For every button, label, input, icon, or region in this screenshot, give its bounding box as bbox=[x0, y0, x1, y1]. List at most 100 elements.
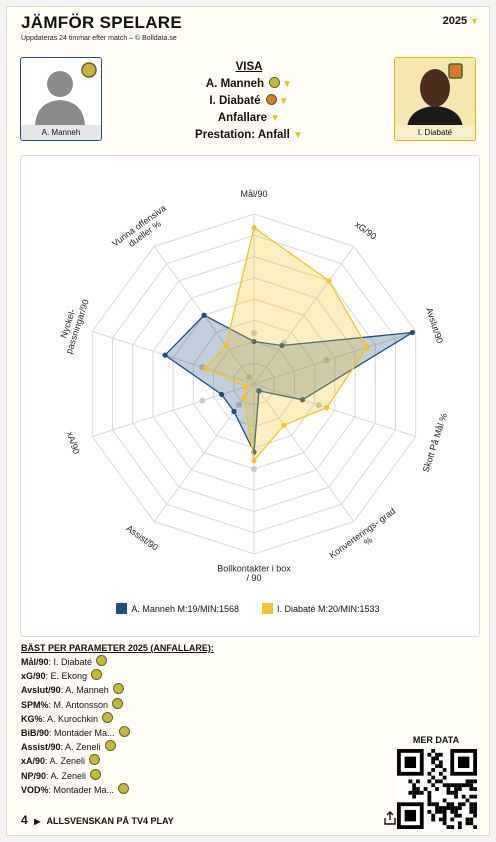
player1-selector-label: A. Manneh bbox=[205, 78, 265, 90]
reference-point bbox=[323, 357, 330, 364]
series-point-2 bbox=[202, 365, 209, 371]
year-label: 2025 bbox=[442, 15, 468, 27]
player-left-name: A. Manneh bbox=[21, 125, 101, 140]
series-point-2 bbox=[364, 344, 370, 350]
legend-label-series2: I. Diabaté M:20/MIN:1533 bbox=[277, 604, 380, 614]
axis-label: Bollkontakter i box/ 90 bbox=[217, 563, 291, 583]
club-badge-icon bbox=[269, 77, 281, 88]
best-row-label: Mål/90 bbox=[21, 657, 49, 667]
series-point-2 bbox=[281, 422, 287, 428]
page-subtitle: Uppdateras 24 timmar efter match – © Bol… bbox=[21, 35, 177, 42]
best-row-player: : A. Zeneli bbox=[46, 770, 87, 781]
grid-spoke bbox=[92, 330, 255, 385]
series-point-2 bbox=[223, 342, 229, 349]
best-row: Assist/90: A. Zeneli bbox=[21, 740, 214, 754]
club-badge-icon bbox=[81, 62, 97, 78]
best-row-player: : A. Zeneli bbox=[60, 742, 101, 753]
club-badge-icon bbox=[118, 782, 130, 794]
axis-label: Mål/90 bbox=[240, 189, 267, 199]
club-badge-icon bbox=[102, 711, 114, 723]
best-row-player: : E. Ekong bbox=[45, 671, 88, 682]
series-point-1 bbox=[279, 342, 285, 349]
series-point-1 bbox=[251, 338, 257, 345]
best-row: Avslut/90: A. Manneh bbox=[21, 683, 214, 697]
best-row-player: : A. Kurochkin bbox=[42, 713, 99, 724]
play-arrow-icon: ▶ bbox=[34, 817, 41, 826]
year-selector[interactable]: 2025 ▼ bbox=[443, 15, 479, 27]
best-row-player: : Montader Ma... bbox=[49, 728, 115, 739]
player1-selector[interactable]: A. Manneh ▼ bbox=[127, 76, 371, 93]
best-row: Mål/90: I. Diabaté bbox=[21, 655, 214, 669]
share-icon[interactable] bbox=[383, 811, 397, 825]
qr-code-icon bbox=[397, 749, 477, 829]
player-compare-card: JÄMFÖR SPELARE Uppdateras 24 timmar efte… bbox=[6, 6, 490, 836]
series-point-1 bbox=[162, 352, 168, 358]
player2-selector-label: I. Diabaté bbox=[209, 95, 261, 107]
player2-selector[interactable]: I. Diabaté ▼ bbox=[127, 93, 371, 110]
player-card-left[interactable]: A. Manneh bbox=[20, 57, 102, 141]
best-row: xG/90: E. Ekong bbox=[21, 669, 214, 683]
best-row: SPM%: M. Antonsson bbox=[21, 697, 214, 712]
axis-label: Vunna offensivadueller % bbox=[110, 203, 174, 257]
best-row-label: Avslut/90 bbox=[21, 685, 61, 696]
page-title: JÄMFÖR SPELARE bbox=[21, 13, 182, 32]
radar-chart: Mål/90 xG/90 Avslut/90 Skott På Mål % Konver… bbox=[58, 189, 449, 583]
dropdown-caret-icon: ▼ bbox=[293, 130, 303, 141]
best-per-parameter: BÄST PER PARAMETER 2025 (ANFALLARE): Mål… bbox=[21, 643, 214, 797]
club-badge-icon bbox=[89, 754, 101, 766]
club-badge-icon bbox=[91, 669, 103, 681]
series-point-2 bbox=[243, 384, 249, 390]
legend-swatch-series2 bbox=[262, 603, 274, 614]
series-point-1 bbox=[299, 397, 306, 403]
best-row: BiB/90: Montader Ma... bbox=[21, 726, 214, 740]
player-card-right[interactable]: I. Diabaté bbox=[394, 57, 476, 141]
club-badge-icon bbox=[96, 655, 108, 666]
axis-label: Assist/90 bbox=[125, 523, 160, 553]
grid-spoke bbox=[253, 383, 416, 438]
grid-spoke bbox=[253, 246, 355, 385]
dropdown-caret-icon: ▼ bbox=[282, 79, 293, 90]
reference-point bbox=[236, 401, 243, 408]
axis-label: xA/90 bbox=[65, 430, 82, 455]
best-row-label: BiB/90 bbox=[21, 728, 50, 739]
reference-point bbox=[251, 330, 257, 336]
dropdown-caret-icon: ▼ bbox=[270, 113, 281, 124]
chart-legend: A. Manneh M:19/MIN:1568 I. Diabaté M:20/… bbox=[7, 603, 489, 614]
series-point-2 bbox=[326, 278, 332, 284]
best-row: NP/90: A. Zeneli bbox=[21, 768, 214, 783]
legend-label-series1: A. Manneh M:19/MIN:1568 bbox=[131, 604, 239, 614]
dropdown-caret-icon: ▼ bbox=[470, 16, 479, 26]
tv4-logo: 4 bbox=[21, 813, 28, 827]
series-point-2 bbox=[251, 457, 257, 464]
footer-text: ALLSVENSKAN PÅ TV4 PLAY bbox=[46, 816, 174, 826]
qr-code[interactable] bbox=[397, 749, 477, 829]
best-row-label: Assist/90 bbox=[21, 742, 61, 753]
best-row-player: : Montader Ma... bbox=[48, 784, 115, 795]
more-data-label: MER DATA bbox=[412, 735, 460, 745]
series-point-1 bbox=[219, 391, 225, 398]
best-row-label: SPM% bbox=[21, 699, 49, 710]
axis-label: Avslut/90 bbox=[424, 306, 445, 344]
legend-swatch-series1 bbox=[116, 603, 128, 614]
club-badge-icon bbox=[265, 94, 277, 105]
best-row: KG%: A. Kurochkin bbox=[21, 711, 214, 726]
best-row-label: NP/90 bbox=[21, 770, 47, 781]
series-point-1 bbox=[231, 408, 237, 415]
visa-heading: VISA bbox=[235, 61, 263, 73]
axis-label: Konverterings- grad% bbox=[327, 506, 403, 569]
series-point-2 bbox=[251, 225, 257, 231]
player-photo-icon bbox=[395, 58, 475, 128]
best-row-player: : M. Antonsson bbox=[48, 699, 109, 710]
reference-point bbox=[315, 402, 322, 409]
series-point-2 bbox=[241, 395, 247, 401]
best-row-player: : A. Zeneli bbox=[45, 756, 86, 767]
best-row-label: xA/90 bbox=[21, 756, 46, 767]
footer-link[interactable]: 4 ▶ ALLSVENSKAN PÅ TV4 PLAY bbox=[21, 813, 174, 827]
best-row: VOD%: Montader Ma... bbox=[21, 782, 214, 797]
dropdown-caret-icon: ▼ bbox=[278, 96, 289, 107]
prestation-selector[interactable]: Prestation: Anfall ▼ bbox=[127, 127, 371, 144]
position-selector[interactable]: Anfallare ▼ bbox=[127, 110, 371, 127]
radar-chart-panel: Mål/90 xG/90 Avslut/90 Skott På Mål % Konver… bbox=[20, 155, 480, 637]
visa-selector-panel: VISA A. Manneh ▼ I. Diabaté ▼ Anfallare … bbox=[127, 61, 371, 144]
avatar-placeholder-icon bbox=[35, 62, 97, 128]
